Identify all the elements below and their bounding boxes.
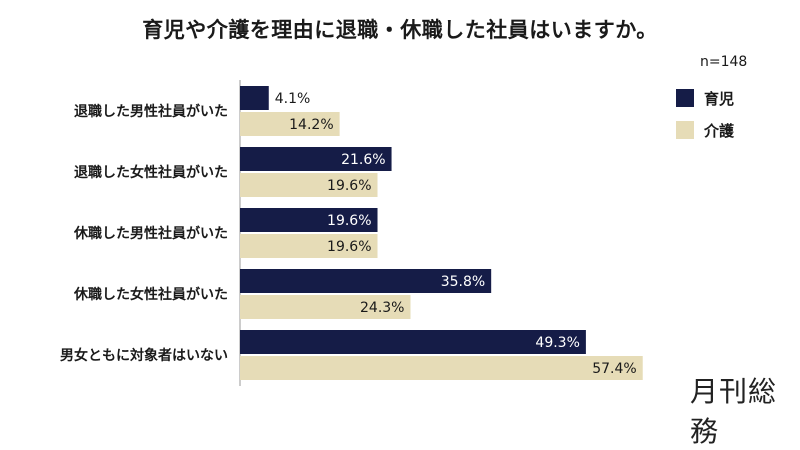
category-label: 退職した女性社員がいた: [74, 164, 228, 181]
legend-item-nursing-care: 介護: [676, 118, 734, 142]
legend-item-childcare: 育児: [676, 86, 734, 110]
bar-childcare: [240, 208, 378, 232]
bar-nursing-care: [240, 173, 378, 197]
bar-childcare: [240, 269, 492, 293]
bar-value-label: 49.3%: [535, 335, 579, 351]
category-label: 退職した男性社員がいた: [74, 103, 228, 120]
bar-nursing-care: [240, 295, 411, 319]
bar-value-label: 35.8%: [441, 274, 485, 290]
bar-value-label: 19.6%: [327, 239, 371, 255]
category-label: 休職した女性社員がいた: [73, 286, 228, 303]
bar-value-label: 24.3%: [360, 300, 404, 316]
legend-swatch-nursing-care: [676, 121, 694, 139]
category-label: 休職した男性社員がいた: [73, 225, 228, 242]
bar-value-label: 4.1%: [275, 91, 311, 107]
category-label: 男女ともに対象者はいない: [60, 347, 228, 364]
chart-title: 育児や介護を理由に退職・休職した社員はいますか。: [142, 18, 658, 42]
legend-label-nursing-care: 介護: [704, 121, 735, 140]
bar-childcare: [240, 86, 269, 110]
bar-chart: 退職した男性社員がいた 4.1% 14.2% 退職した女性社員がいた 21.6% 19.6…: [60, 80, 643, 386]
legend: 育児 介護: [676, 86, 734, 150]
bar-childcare: [240, 330, 586, 354]
bar-value-label: 21.6%: [341, 152, 385, 168]
bar-childcare: [240, 147, 392, 171]
bar-value-label: 19.6%: [327, 178, 371, 194]
bar-value-label: 19.6%: [327, 213, 371, 229]
legend-label-childcare: 育児: [704, 89, 735, 108]
bar-value-label: 57.4%: [592, 361, 636, 377]
bar-nursing-care: [240, 234, 378, 258]
bar-nursing-care: [240, 356, 643, 380]
publisher-logo: 月刊総務: [690, 375, 778, 448]
sample-size: n=148: [700, 54, 748, 70]
legend-swatch-childcare: [676, 89, 694, 107]
bar-value-label: 14.2%: [289, 117, 333, 133]
bar-nursing-care: [240, 112, 340, 136]
